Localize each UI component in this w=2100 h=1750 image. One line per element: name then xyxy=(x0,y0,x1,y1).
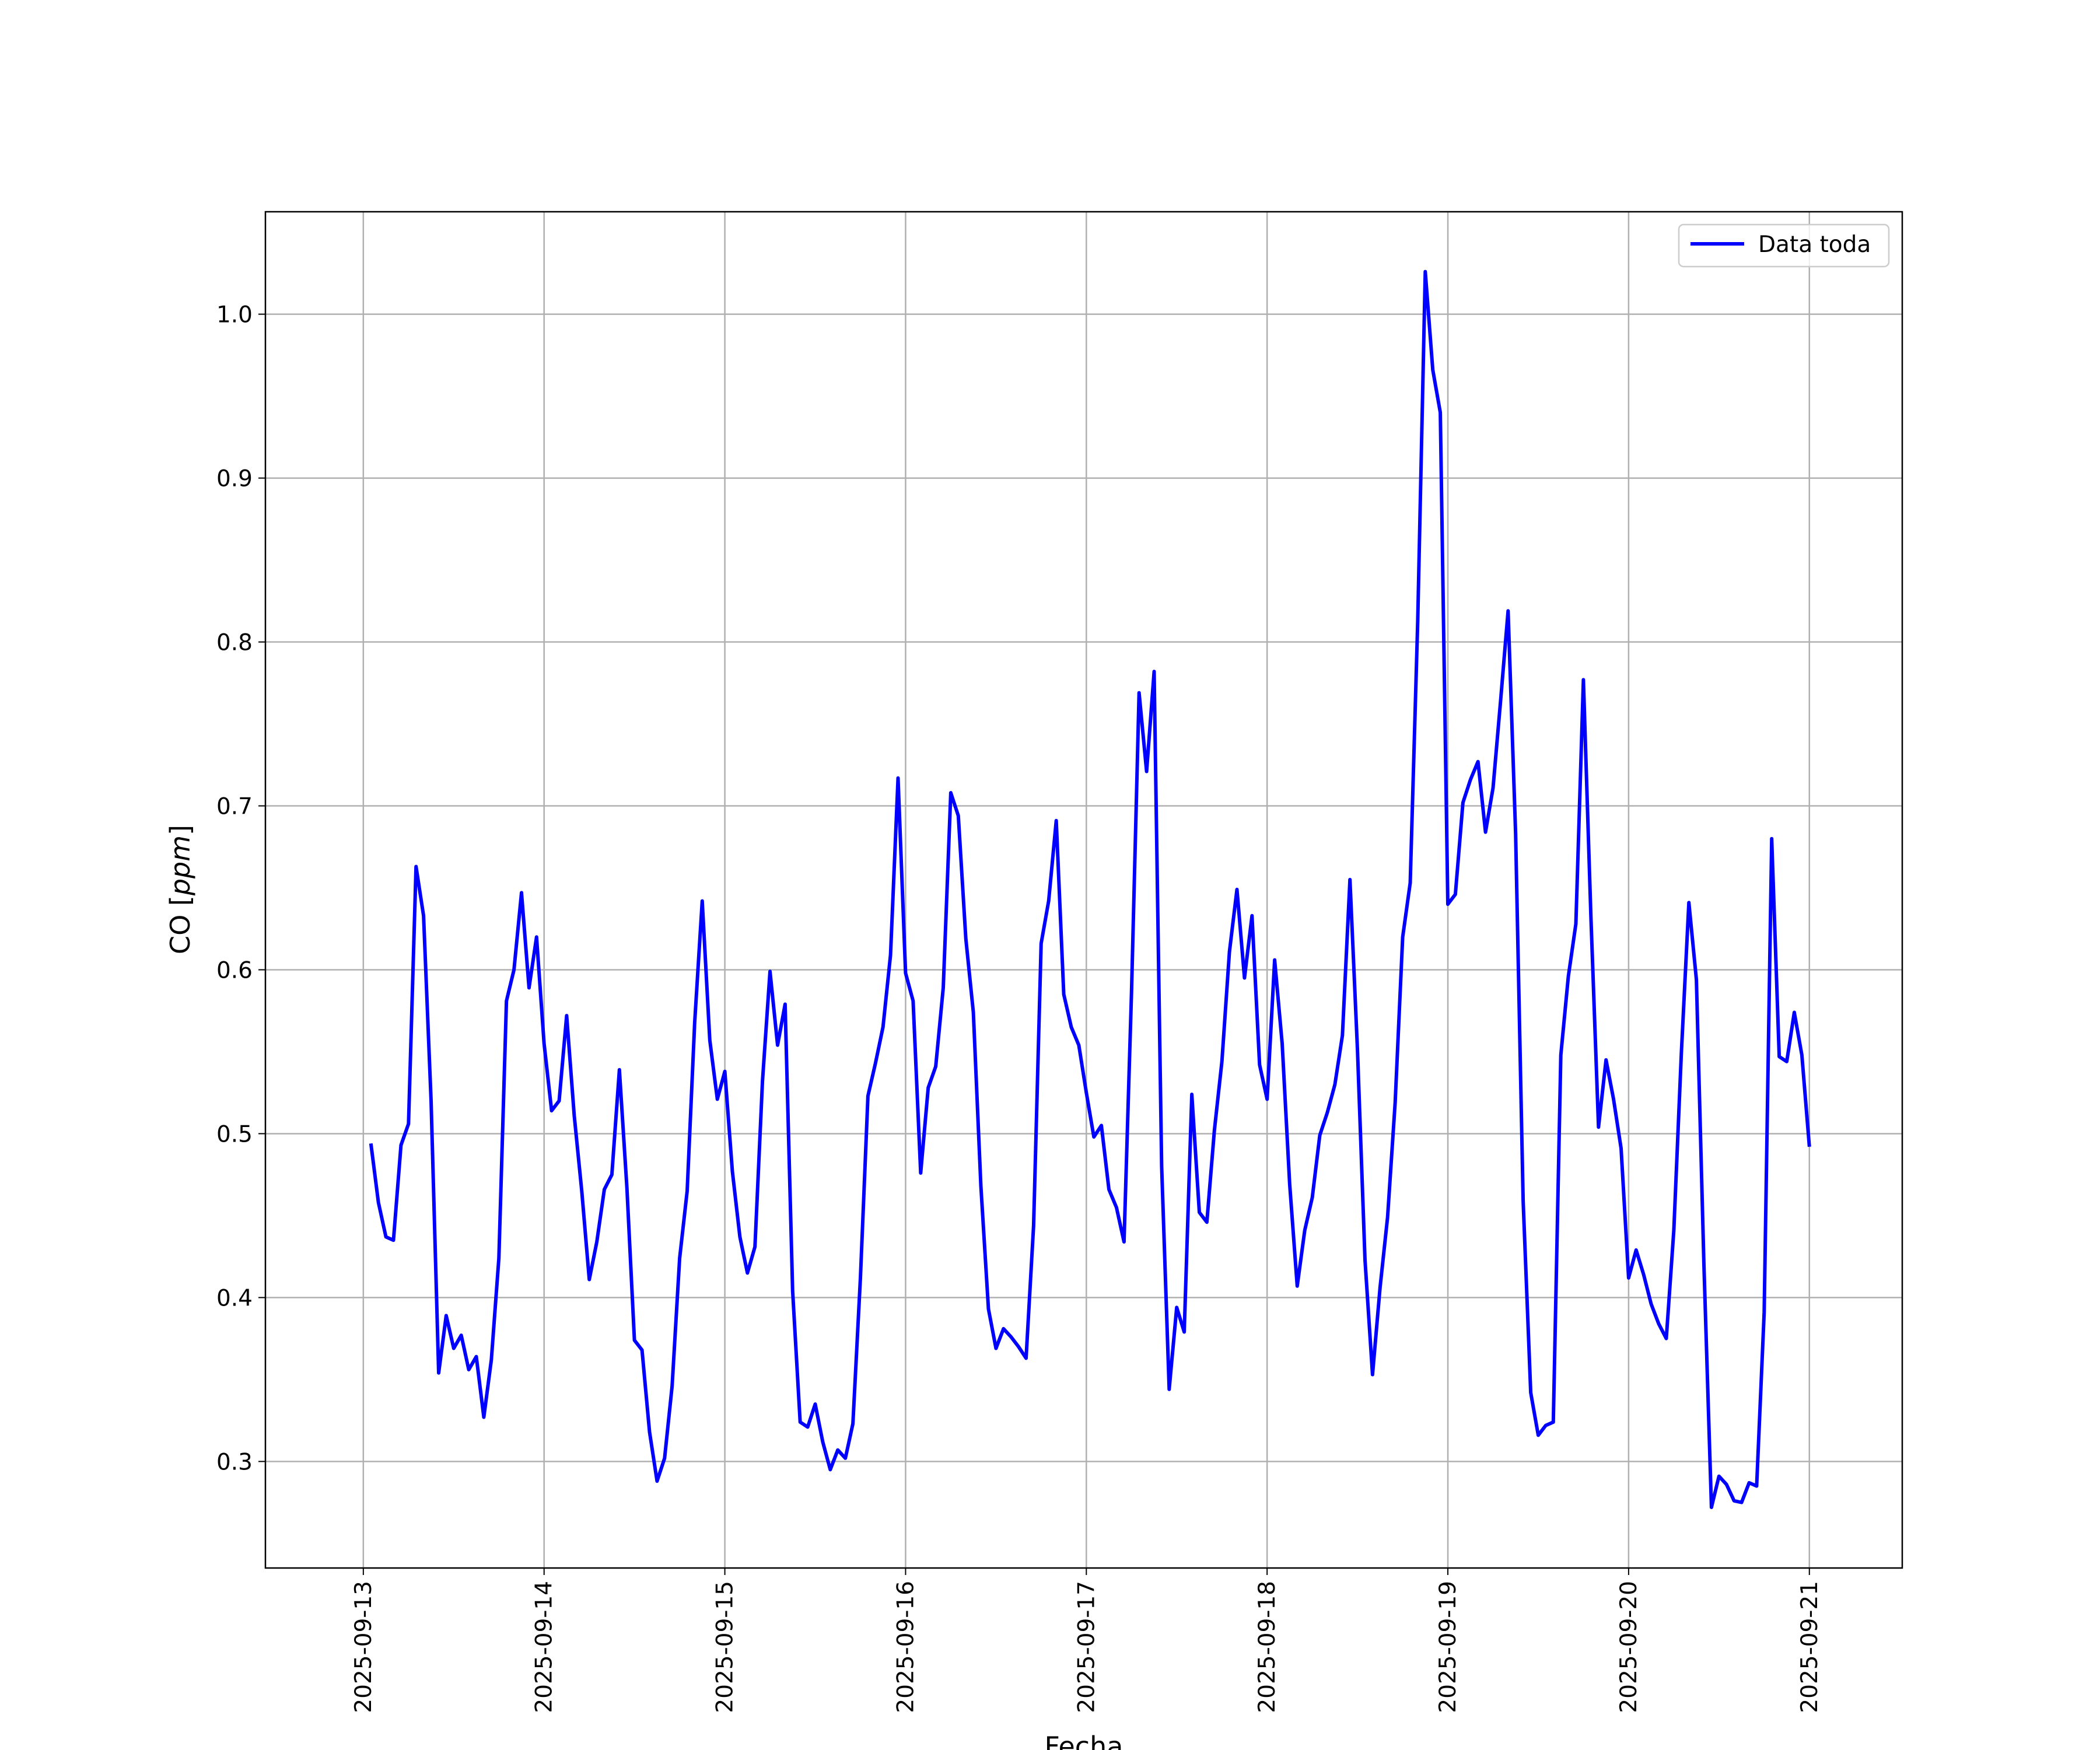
y-axis-title-unit: ppm xyxy=(164,835,196,896)
plot-frame xyxy=(264,211,1903,1569)
y-axis-title: CO [ppm] xyxy=(164,825,196,954)
y-axis-title-bracket-open: [ xyxy=(164,895,196,915)
y-tick-label: 0.3 xyxy=(216,1449,253,1475)
x-tick-label: 2025-09-18 xyxy=(1254,1581,1280,1713)
y-tick-label: 0.7 xyxy=(216,794,253,820)
x-tick-label: 2025-09-13 xyxy=(351,1581,377,1713)
y-tick-label: 0.6 xyxy=(216,957,253,984)
y-tick-label: 0.9 xyxy=(216,466,253,492)
x-tick-label: 2025-09-14 xyxy=(531,1581,558,1713)
y-axis-title-bracket-close: ] xyxy=(164,825,196,835)
series-line-data-toda xyxy=(369,270,1811,1509)
x-tick-label: 2025-09-15 xyxy=(712,1581,738,1713)
y-axis-title-main: CO xyxy=(164,915,196,954)
tick-labels: 2025-09-13 2025-09-14 2025-09-15 2025-09-16… xyxy=(216,302,1823,1713)
series-layer xyxy=(369,270,1811,1509)
x-tick-label: 2025-09-20 xyxy=(1616,1581,1642,1713)
x-tick-label: 2025-09-21 xyxy=(1797,1581,1823,1713)
tick-marks xyxy=(258,313,1810,1575)
y-tick-label: 0.5 xyxy=(216,1121,253,1147)
grid-lines xyxy=(265,212,1902,1568)
legend-label-data-toda: Data toda xyxy=(1758,232,1871,258)
x-tick-label: 2025-09-19 xyxy=(1435,1581,1461,1713)
x-tick-label: 2025-09-17 xyxy=(1073,1581,1100,1713)
y-tick-label: 0.8 xyxy=(216,630,253,656)
y-tick-label: 0.4 xyxy=(216,1285,253,1311)
legend-box xyxy=(1678,223,1890,268)
x-axis-title: Fecha xyxy=(1045,1731,1124,1750)
legend: Data toda xyxy=(1678,223,1890,268)
y-tick-label: 1.0 xyxy=(216,302,253,328)
x-tick-label: 2025-09-16 xyxy=(892,1581,919,1713)
